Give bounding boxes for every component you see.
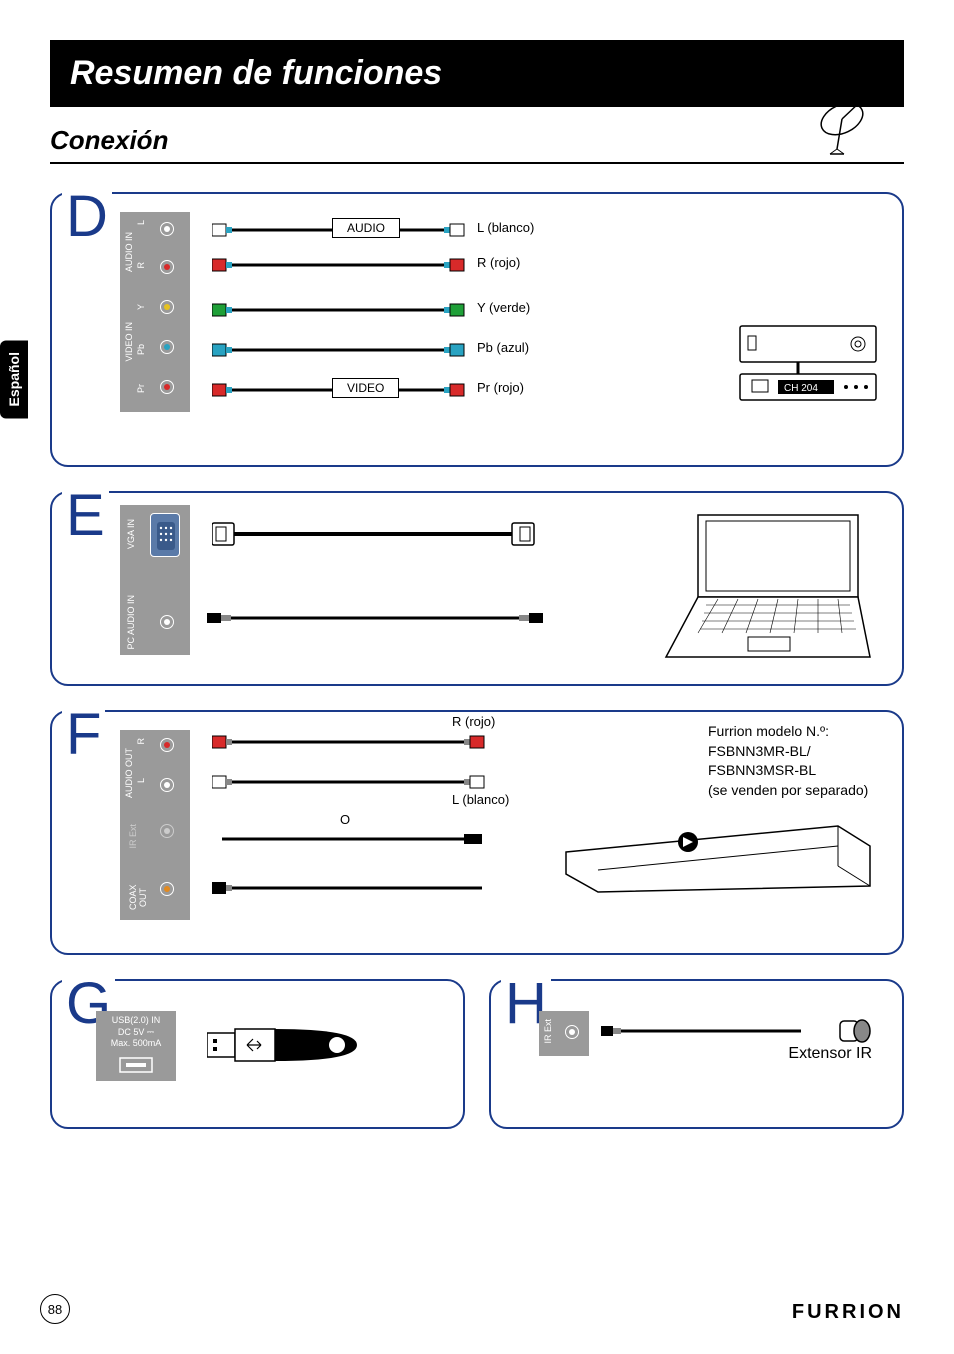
label-l-blanco: L (blanco)	[477, 220, 534, 235]
audio-l-label: L	[136, 220, 146, 225]
label-y-verde: Y (verde)	[477, 300, 530, 315]
jack-out-l	[160, 778, 174, 792]
label-r-rojo: R (rojo)	[477, 255, 520, 270]
pc-audio-label: PC AUDIO IN	[126, 595, 136, 650]
side-model2: FSBNN3MSR-BL	[708, 761, 878, 781]
panel-e-letter: E	[62, 487, 109, 545]
pc-audio-cable	[207, 611, 547, 630]
panel-h-port-block: IR Ext	[539, 1011, 589, 1056]
video-pr-label: Pr	[136, 384, 146, 393]
label-f-o: O	[340, 812, 350, 827]
panel-d-port-block: AUDIO IN L R VIDEO IN Y Pb Pr	[120, 212, 190, 412]
panel-e: E VGA IN PC AUDIO IN	[50, 491, 904, 686]
panel-e-port-block: VGA IN PC AUDIO IN	[120, 505, 190, 655]
ir-label: Extensor IR	[788, 1045, 872, 1063]
side-title: Furrion modelo N.º:	[708, 722, 878, 742]
jack-audio-r	[160, 260, 174, 274]
jack-out-r	[160, 738, 174, 752]
ir-cable-icon	[601, 1023, 811, 1039]
cable-d-r	[212, 257, 462, 278]
side-note: (se venden por separado)	[708, 781, 878, 801]
cable-f-r	[212, 734, 492, 755]
satellite-dish-icon	[802, 94, 872, 169]
usb-line2: DC 5V ⎓	[96, 1027, 176, 1039]
jack-video-pr	[160, 380, 174, 394]
group-audio-label: AUDIO	[332, 218, 400, 238]
usb-drive-icon	[207, 1021, 367, 1076]
jack-video-y	[160, 300, 174, 314]
panel-h: H IR Ext Extensor IR	[489, 979, 904, 1129]
group-video-label: VIDEO	[332, 378, 399, 398]
panel-f: F AUDIO OUT R L IR Ext COAX OUT R (rojo)…	[50, 710, 904, 955]
cable-f-mid	[212, 832, 492, 851]
side-model1: FSBNN3MR-BL/	[708, 742, 878, 762]
video-pb-label: Pb	[136, 344, 146, 355]
panel-d-letter: D	[62, 188, 112, 246]
label-pr-rojo: Pr (rojo)	[477, 380, 524, 395]
audio-out-r-label: R	[136, 738, 146, 745]
vga-cable-icon	[212, 519, 542, 549]
set-top-box-icon: CH 204	[738, 324, 878, 409]
audio-out-label: AUDIO OUT	[124, 748, 134, 798]
settop-display-text: CH 204	[784, 383, 818, 394]
vga-in-label: VGA IN	[126, 519, 136, 549]
panel-f-letter: F	[62, 706, 105, 764]
jack-irext	[160, 824, 174, 838]
usb-line3: Max. 500mA	[96, 1038, 176, 1050]
rca-plug-icon	[212, 774, 492, 790]
panel-g-port-block: USB(2.0) IN DC 5V ⎓ Max. 500mA	[96, 1011, 176, 1081]
coax-out-label: COAX OUT	[128, 875, 148, 920]
cable-f-coax	[212, 880, 492, 901]
audio-jack-cable-icon	[207, 611, 547, 625]
audio-out-l-label: L	[136, 778, 146, 783]
label-pb-azul: Pb (azul)	[477, 340, 529, 355]
jack-coax	[160, 882, 174, 896]
usb-line1: USB(2.0) IN	[96, 1015, 176, 1027]
jack-irext-h	[565, 1025, 579, 1039]
audio-cable-icon	[212, 832, 492, 846]
panel-f-sidetext: Furrion modelo N.º: FSBNN3MR-BL/ FSBNN3M…	[708, 722, 878, 800]
cable-f-l	[212, 774, 492, 795]
video-y-label: Y	[136, 304, 146, 310]
brand-logo: FURRION	[792, 1301, 904, 1324]
rca-plug-icon	[212, 257, 472, 273]
rca-plug-icon	[212, 342, 472, 358]
vga-cable	[212, 519, 542, 554]
video-in-label: VIDEO IN	[124, 322, 134, 362]
jack-pc-audio	[160, 615, 174, 629]
panel-f-port-block: AUDIO OUT R L IR Ext COAX OUT	[120, 730, 190, 920]
audio-r-label: R	[136, 262, 146, 269]
page-number: 88	[40, 1294, 70, 1324]
page-title-bar: Resumen de funciones	[50, 40, 904, 107]
label-f-l: L (blanco)	[452, 792, 509, 807]
rca-plug-icon	[212, 302, 472, 318]
page-title: Resumen de funciones	[70, 54, 442, 92]
irext-label: IR Ext	[543, 1019, 553, 1044]
vga-port-icon	[150, 513, 180, 557]
jack-audio-l	[160, 222, 174, 236]
cable-d-y	[212, 302, 462, 323]
rca-plug-icon	[212, 734, 492, 750]
coax-cable-icon	[212, 880, 492, 896]
cable-d-pb	[212, 342, 462, 363]
label-f-r: R (rojo)	[452, 714, 495, 729]
audio-in-label: AUDIO IN	[124, 232, 134, 272]
language-tab: Español	[0, 340, 28, 418]
jack-video-pb	[160, 340, 174, 354]
laptop-icon	[658, 507, 878, 672]
page-subtitle: Conexión	[50, 125, 904, 164]
soundbar-icon	[558, 822, 878, 907]
panel-d: D AUDIO IN L R VIDEO IN Y Pb Pr L (blanc…	[50, 192, 904, 467]
irext-port-label: IR Ext	[128, 824, 138, 849]
usb-slot-icon	[96, 1054, 176, 1080]
cable-ir	[601, 1023, 811, 1044]
panel-g: G USB(2.0) IN DC 5V ⎓ Max. 500mA	[50, 979, 465, 1129]
